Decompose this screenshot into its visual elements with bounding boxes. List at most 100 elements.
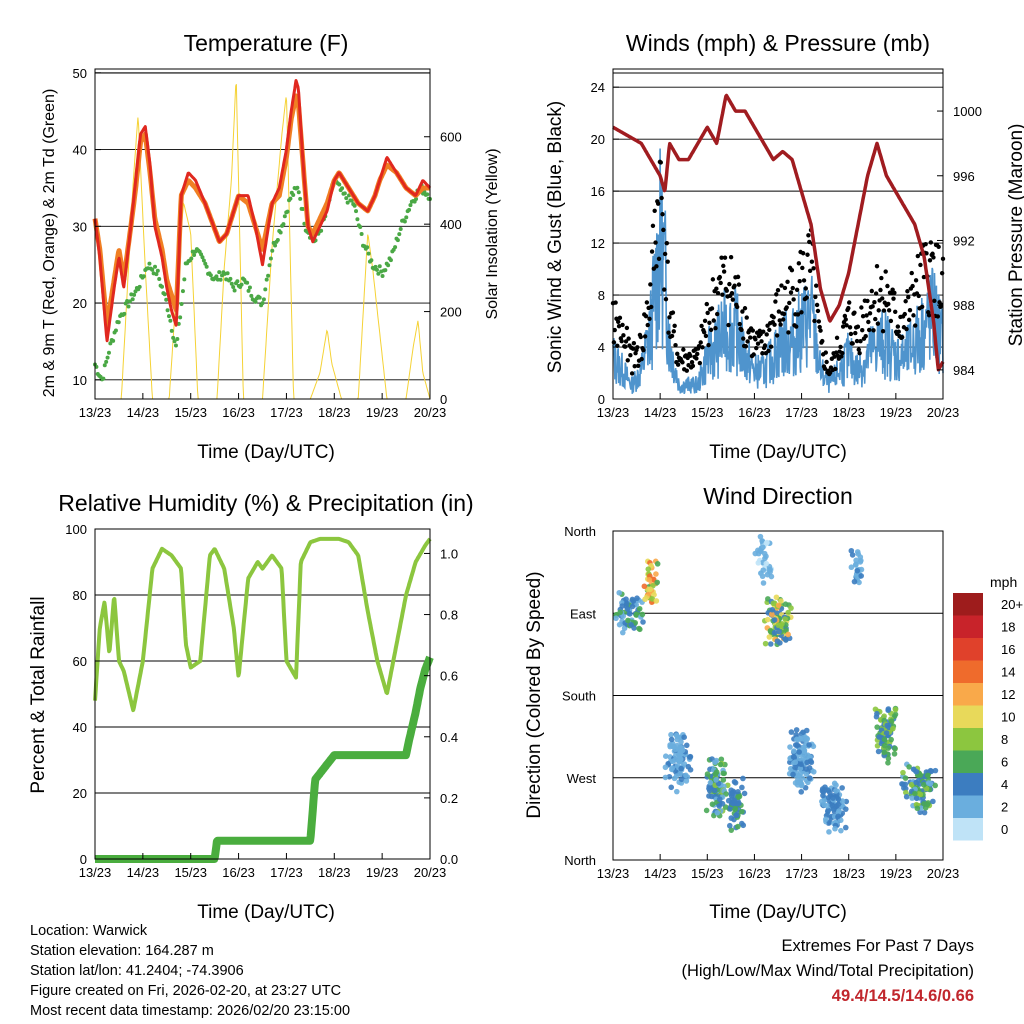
direction-point (838, 827, 844, 834)
direction-point (903, 793, 910, 800)
direction-point (766, 634, 773, 640)
wind-ytick-label: 0 (598, 392, 605, 407)
gust-point (671, 329, 676, 334)
rh-xtick-label: 20/23 (414, 865, 447, 880)
temp-xtick-label: 18/23 (318, 405, 351, 420)
gust-point (702, 318, 708, 323)
temp-xtick-label: 19/23 (366, 405, 399, 420)
gust-point (807, 239, 812, 245)
gust-point (781, 317, 786, 322)
dewpoint-point (380, 274, 385, 279)
temp-ytick-label: 50 (73, 66, 87, 81)
direction-point (891, 751, 898, 757)
gust-point (708, 327, 714, 333)
direction-point (707, 779, 714, 786)
gust-point (816, 319, 822, 324)
dewpoint-point (180, 289, 185, 294)
gust-point (838, 344, 843, 350)
gust-point (907, 307, 913, 313)
gust-point (774, 292, 779, 297)
wind-ytick-label: 8 (598, 288, 605, 303)
direction-point (625, 617, 631, 624)
wind-ytick-label: 4 (598, 340, 605, 355)
direction-point (741, 790, 748, 797)
direction-point (720, 770, 727, 777)
gust-point (939, 270, 945, 276)
gust-point (932, 298, 937, 304)
direction-point (922, 804, 929, 811)
wind-xtick-label: 20/23 (927, 405, 960, 420)
gust-point (775, 287, 781, 293)
dewpoint-point (383, 268, 388, 273)
gust-point (789, 268, 795, 273)
station-elevation: Station elevation: 164.287 m (30, 943, 214, 959)
wind-direction-xlabel: Time (Day/UTC) (709, 902, 847, 923)
gust-point (754, 345, 759, 351)
direction-point (624, 606, 631, 612)
winds-axes: 0 4 8 12 16 20 24 984 988 992 996 1000 13/23 14/23 15/… (591, 80, 982, 420)
gust-point (715, 291, 721, 296)
gust-point (848, 331, 854, 337)
rh-ytick-label-right: 0.2 (440, 791, 458, 806)
direction-point (731, 797, 738, 804)
dewpoint-point (300, 206, 305, 211)
direction-point (639, 611, 646, 618)
wind-xtick-label: 19/23 (880, 405, 913, 420)
gust-point (813, 294, 818, 300)
legend-swatch (953, 615, 983, 638)
dewpoint-point (172, 339, 177, 344)
gust-point (935, 314, 940, 319)
legend-swatch (953, 683, 983, 706)
gust-point (764, 332, 769, 337)
direction-point (674, 733, 681, 740)
direction-point (830, 795, 836, 801)
gust-point (844, 323, 849, 328)
dir-ytick-label: West (567, 771, 597, 786)
legend-label: 12 (1001, 687, 1015, 702)
dir-ytick-label: North (564, 853, 596, 868)
direction-point (853, 572, 860, 579)
gust-point (620, 322, 625, 328)
wind-ytick-label-right: 1000 (953, 104, 982, 119)
dir-xtick-label: 17/23 (785, 866, 818, 881)
direction-point (706, 787, 713, 794)
gust-point (880, 296, 885, 301)
dewpoint-point (214, 274, 219, 279)
gust-point (751, 352, 756, 357)
direction-point (739, 784, 745, 791)
gust-point (700, 345, 705, 350)
dewpoint-point (101, 376, 106, 381)
direction-point (735, 794, 741, 800)
direction-point (704, 771, 711, 777)
winds-ylabel: Sonic Wind & Gust (Blue, Black) (545, 101, 566, 373)
gust-point (864, 313, 869, 318)
gust-point (875, 321, 881, 326)
direction-point (761, 550, 768, 557)
direction-point (835, 813, 841, 820)
gust-point (624, 325, 630, 331)
direction-point (804, 736, 811, 742)
gust-point (623, 339, 629, 344)
dewpoint-point (319, 228, 324, 233)
direction-point (792, 759, 799, 766)
dewpoint-point (182, 277, 187, 282)
gust-point (665, 259, 670, 264)
gust-point (719, 255, 724, 260)
gust-point (635, 363, 641, 368)
direction-point (726, 822, 733, 829)
station-info: Location: Warwick Station elevation: 164… (30, 921, 350, 1021)
gust-point (924, 251, 929, 256)
direction-point (739, 808, 745, 815)
gust-point (833, 350, 839, 355)
gust-point (777, 318, 782, 323)
gust-point (721, 269, 727, 274)
gust-point (827, 370, 833, 375)
gust-point (891, 296, 896, 301)
direction-point (798, 761, 804, 768)
gust-point (662, 287, 667, 292)
direction-point (913, 779, 920, 786)
gust-point (833, 366, 838, 372)
gust-point (649, 249, 655, 254)
gust-point (773, 299, 778, 304)
